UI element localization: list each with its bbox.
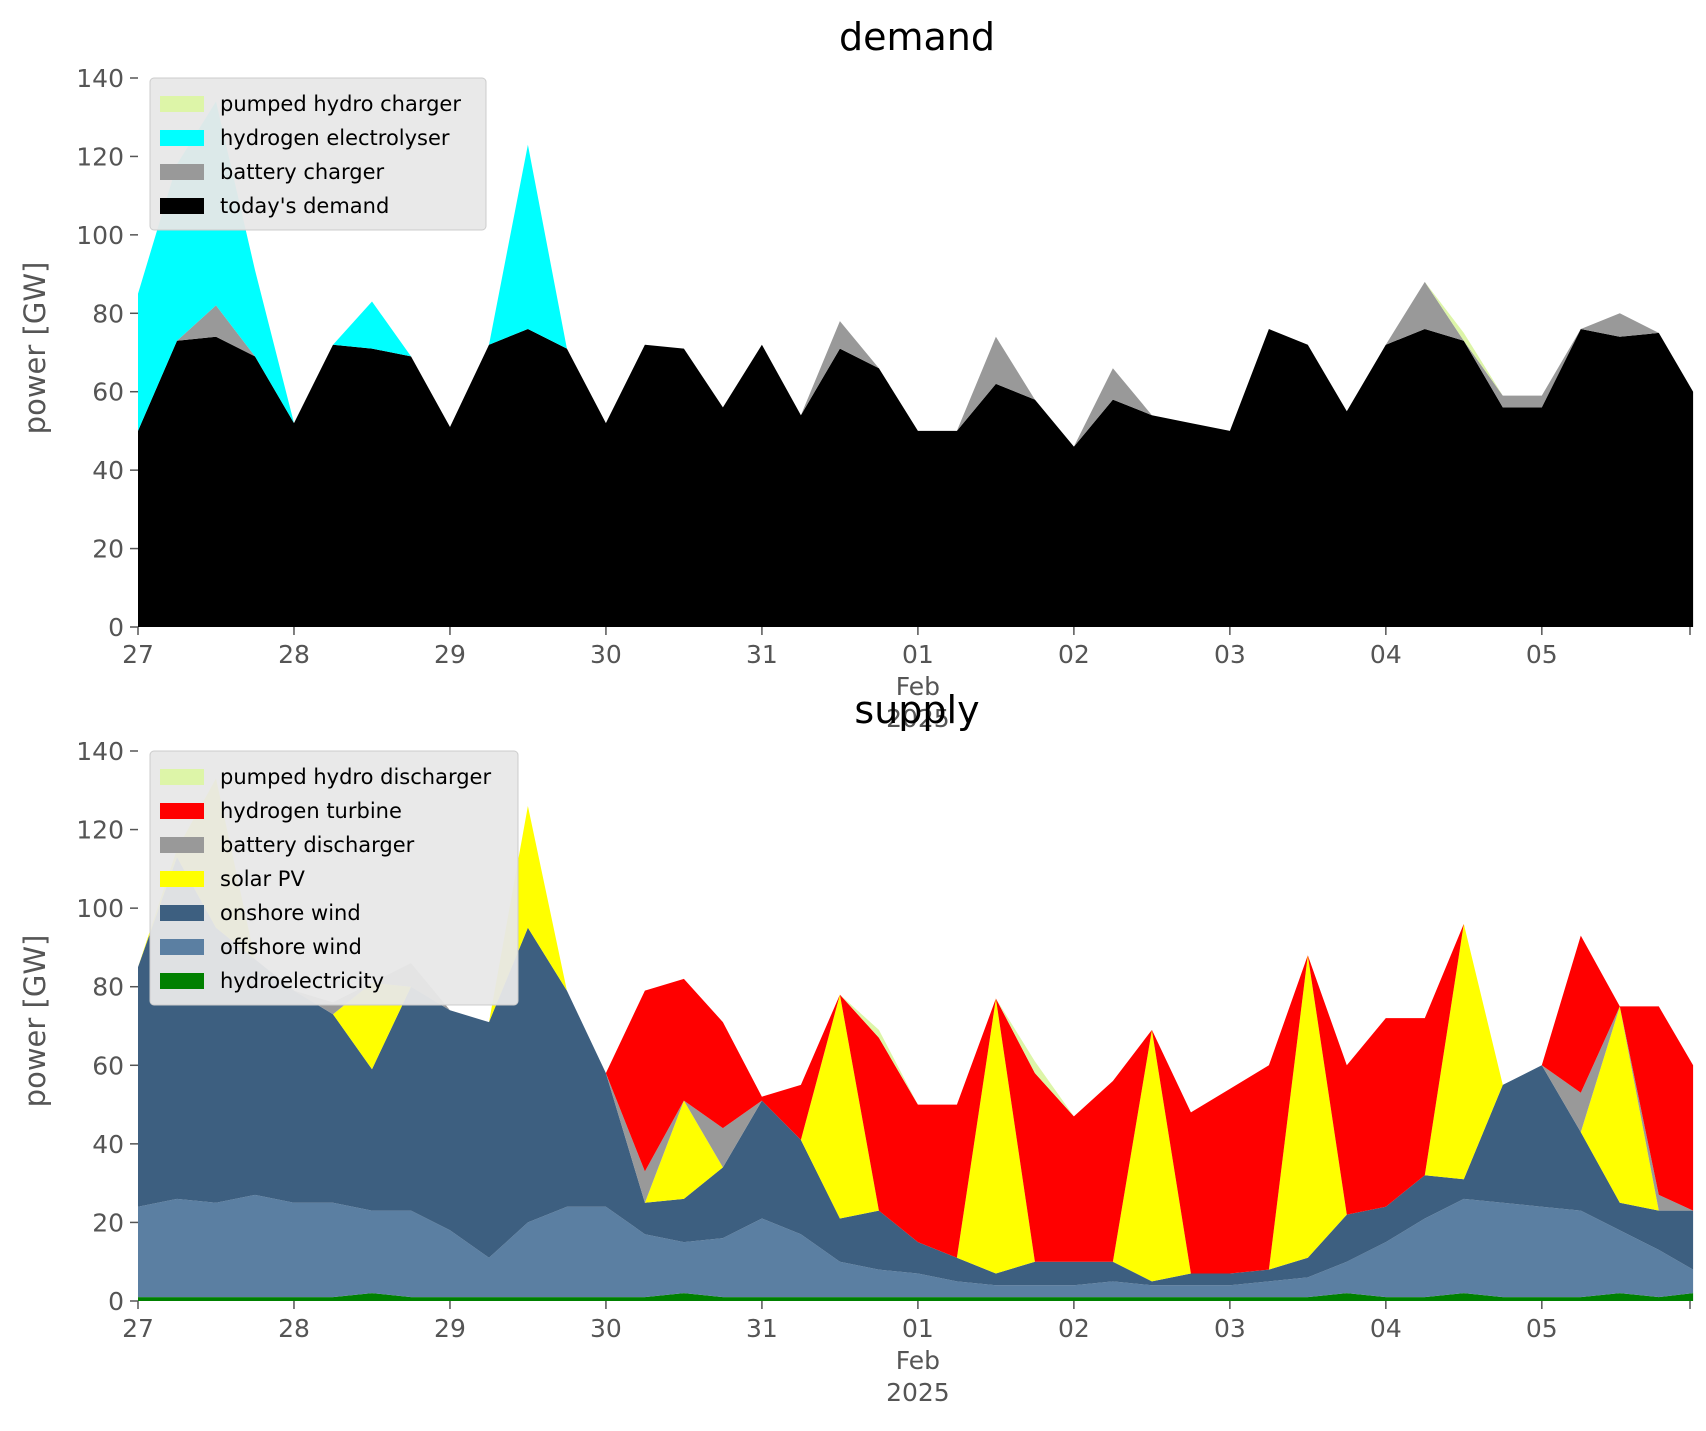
demand-legend-label-hydrogen-electrolyser: hydrogen electrolyser xyxy=(220,126,450,150)
demand-area-hydrogen-electrolyser xyxy=(138,101,1694,447)
supply-title: supply xyxy=(854,688,979,732)
demand-legend-box xyxy=(149,77,487,231)
demand-y-tick-label: 100 xyxy=(76,221,124,250)
demand-legend-swatch-battery-charger xyxy=(160,164,204,180)
supply-area-hydroelectricity xyxy=(138,1293,1694,1301)
supply-x-tick-label: 05 xyxy=(1526,1314,1558,1343)
supply-legend-swatch-pumped-hydro-discharger xyxy=(160,769,204,785)
demand-x-tick-label: 30 xyxy=(590,640,622,669)
demand-y-tick-label: 20 xyxy=(92,535,124,564)
supply-x-tick-label: 29 xyxy=(434,1314,466,1343)
demand-legend-label-pumped-hydro-charger: pumped hydro charger xyxy=(220,92,461,116)
demand-x-tick-label: 04 xyxy=(1370,640,1402,669)
supply-legend-label-hydroelectricity: hydroelectricity xyxy=(220,969,384,993)
supply-legend-label-hydrogen-turbine: hydrogen turbine xyxy=(220,799,402,823)
supply-x-tick-label: 27 xyxy=(122,1314,154,1343)
supply-legend-label-pumped-hydro-discharger: pumped hydro discharger xyxy=(220,765,491,789)
supply-legend-label-onshore-wind: onshore wind xyxy=(220,901,361,925)
demand-y-tick-label: 120 xyxy=(76,142,124,171)
demand-legend-label-today-s-demand: today's demand xyxy=(220,194,389,218)
demand-x-tick-year: 2025 xyxy=(886,704,950,733)
demand-x-tick-label: 02 xyxy=(1058,640,1090,669)
supply-y-tick-label: 80 xyxy=(92,973,124,1002)
demand-area-today-s-demand xyxy=(138,329,1694,627)
demand-x-tick-label: 03 xyxy=(1214,640,1246,669)
supply-x-tick-year: 2025 xyxy=(886,1378,950,1407)
supply-area-offshore-wind xyxy=(138,1194,1694,1298)
supply-legend-swatch-solar-pv xyxy=(160,871,204,887)
demand-y-axis: 0 20 40 60 80 100 120 140 xyxy=(76,64,138,642)
demand-x-tick-label: 01 xyxy=(902,640,934,669)
demand-x-axis: 27 28 29 30 31 01 Feb 2025 02 03 04 05 xyxy=(122,627,1691,733)
supply-x-tick-label: 04 xyxy=(1370,1314,1402,1343)
supply-y-tick-label: 0 xyxy=(108,1287,124,1316)
demand-legend-swatch-hydrogen-electrolyser xyxy=(160,130,204,146)
supply-y-axis: 0 20 40 60 80 100 120 140 xyxy=(76,737,138,1316)
supply-legend-label-offshore-wind: offshore wind xyxy=(220,935,362,959)
supply-legend-swatch-hydrogen-turbine xyxy=(160,803,204,819)
supply-legend-swatch-onshore-wind xyxy=(160,905,204,921)
supply-legend-label-solar-pv: solar PV xyxy=(220,867,305,891)
supply-x-tick-label: 02 xyxy=(1058,1314,1090,1343)
demand-title: demand xyxy=(839,15,995,59)
supply-y-tick-label: 140 xyxy=(76,737,124,766)
supply-area-hydrogen-turbine xyxy=(138,778,1694,1274)
demand-x-tick-label: 27 xyxy=(122,640,154,669)
supply-plot-area xyxy=(138,778,1694,1301)
supply-x-axis: 27 28 29 30 31 01 Feb 2025 02 03 04 05 xyxy=(122,1301,1691,1407)
supply-y-tick-label: 60 xyxy=(92,1051,124,1080)
supply-x-tick-label: 03 xyxy=(1214,1314,1246,1343)
demand-legend[interactable]: pumped hydro charger hydrogen electrolyse… xyxy=(149,77,487,231)
supply-x-tick-month: Feb xyxy=(896,1346,940,1375)
demand-x-tick-label: 05 xyxy=(1526,640,1558,669)
supply-area-onshore-wind xyxy=(138,857,1694,1286)
supply-x-tick-label: 28 xyxy=(278,1314,310,1343)
demand-x-tick-label: 31 xyxy=(746,640,778,669)
supply-y-tick-label: 100 xyxy=(76,894,124,923)
supply-legend-label-battery-discharger: battery discharger xyxy=(220,833,415,857)
supply-x-tick-label: 01 xyxy=(902,1314,934,1343)
supply-y-tick-label: 120 xyxy=(76,816,124,845)
demand-y-axis-label: power [GW] xyxy=(18,262,52,435)
demand-y-tick-label: 60 xyxy=(92,378,124,407)
supply-x-tick-label: 31 xyxy=(746,1314,778,1343)
supply-y-tick-label: 20 xyxy=(92,1208,124,1237)
supply-legend-box xyxy=(149,750,519,1006)
demand-legend-swatch-pumped-hydro-charger xyxy=(160,96,204,112)
demand-y-tick-label: 40 xyxy=(92,456,124,485)
supply-x-tick-label: 30 xyxy=(590,1314,622,1343)
demand-legend-swatch-today-s-demand xyxy=(160,198,204,214)
demand-y-tick-label: 140 xyxy=(76,64,124,93)
demand-y-tick-label: 0 xyxy=(108,613,124,642)
demand-legend-label-battery-charger: battery charger xyxy=(220,160,385,184)
supply-legend-swatch-hydroelectricity xyxy=(160,973,204,989)
demand-x-tick-label: 29 xyxy=(434,640,466,669)
supply-area-solar-pv xyxy=(138,778,1694,1282)
supply-legend-swatch-battery-discharger xyxy=(160,837,204,853)
demand-plot-area xyxy=(138,101,1694,627)
supply-y-tick-label: 40 xyxy=(92,1130,124,1159)
demand-y-tick-label: 80 xyxy=(92,299,124,328)
demand-x-tick-month: Feb xyxy=(896,672,940,701)
supply-y-axis-label: power [GW] xyxy=(18,935,52,1108)
supply-legend[interactable]: pumped hydro discharger hydrogen turbine b… xyxy=(149,750,519,1006)
supply-legend-swatch-offshore-wind xyxy=(160,939,204,955)
demand-x-tick-label: 28 xyxy=(278,640,310,669)
